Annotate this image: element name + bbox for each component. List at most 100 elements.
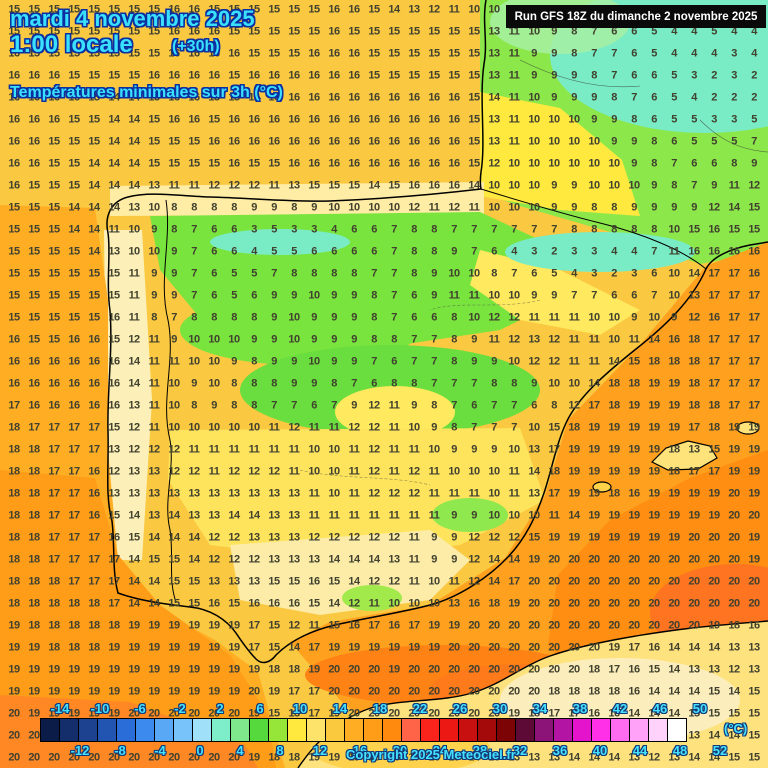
temp-value: 20 <box>28 730 40 742</box>
temp-value: 9 <box>171 290 177 302</box>
temp-value: 10 <box>288 312 300 324</box>
temp-value: 19 <box>668 400 680 412</box>
temp-value: 12 <box>568 400 580 412</box>
temp-value: 20 <box>488 664 500 676</box>
temp-value: 19 <box>148 620 160 632</box>
temp-value: 13 <box>148 510 160 522</box>
temp-value: 11 <box>169 356 180 368</box>
temp-value: 15 <box>128 4 140 16</box>
temp-value: 12 <box>508 334 520 346</box>
temp-value: 9 <box>271 334 277 346</box>
temp-value: 17 <box>748 290 760 302</box>
temp-value: 15 <box>88 114 100 126</box>
temp-value: 8 <box>651 224 657 236</box>
temp-value: 19 <box>408 642 420 654</box>
temp-value: 18 <box>48 576 60 588</box>
temp-value: 11 <box>149 400 160 412</box>
temp-value: 15 <box>468 114 480 126</box>
temp-value: 16 <box>308 158 320 170</box>
temp-value: 7 <box>191 246 197 258</box>
temp-value: 9 <box>571 70 577 82</box>
temp-value: 16 <box>288 92 300 104</box>
temp-value: 14 <box>188 532 200 544</box>
temp-value: 16 <box>348 70 360 82</box>
temp-value: 18 <box>28 466 40 478</box>
temp-value: 12 <box>448 202 460 214</box>
temp-value: 12 <box>488 158 500 170</box>
legend-tick-label: 16 <box>353 744 367 757</box>
temp-value: 17 <box>708 268 720 280</box>
temp-value: 14 <box>128 136 140 148</box>
temp-value: 15 <box>108 48 120 60</box>
temp-value: 19 <box>388 664 400 676</box>
temp-value: 16 <box>8 378 20 390</box>
temp-value: 16 <box>8 158 20 170</box>
legend-color-box <box>496 718 516 742</box>
temp-value: 15 <box>448 70 460 82</box>
temp-value: 17 <box>48 488 60 500</box>
temp-value: 4 <box>691 92 697 104</box>
temp-value: 16 <box>448 180 460 192</box>
legend-color-box <box>382 718 402 742</box>
temp-value: 5 <box>231 290 237 302</box>
temp-value: 14 <box>128 598 140 610</box>
temp-value: 4 <box>751 48 757 60</box>
temp-value: 10 <box>428 444 440 456</box>
temp-value: 7 <box>371 268 377 280</box>
temp-value: 11 <box>509 70 520 82</box>
temp-value: 13 <box>228 488 240 500</box>
temp-value: 11 <box>309 620 320 632</box>
temp-value: 19 <box>628 466 640 478</box>
temp-value: 9 <box>631 136 637 148</box>
temp-value: 7 <box>191 268 197 280</box>
temp-value: 16 <box>428 158 440 170</box>
temp-value: 8 <box>311 268 317 280</box>
temp-value: 13 <box>108 444 120 456</box>
temp-value: 16 <box>88 356 100 368</box>
temp-value: 17 <box>288 686 300 698</box>
temp-value: 14 <box>68 202 80 214</box>
temp-value: 13 <box>488 48 500 60</box>
temp-value: 20 <box>528 576 540 588</box>
temp-value: 9 <box>431 532 437 544</box>
temp-value: 10 <box>668 268 680 280</box>
temp-value: 8 <box>451 334 457 346</box>
temp-value: 16 <box>368 92 380 104</box>
temp-value: 10 <box>208 334 220 346</box>
temp-value: 14 <box>588 378 600 390</box>
temp-value: 11 <box>509 26 520 38</box>
temp-value: 10 <box>608 158 620 170</box>
temp-value: 13 <box>488 114 500 126</box>
temp-value: 15 <box>428 26 440 38</box>
temp-value: 15 <box>68 290 80 302</box>
temp-value: 13 <box>128 400 140 412</box>
temp-value: 15 <box>268 158 280 170</box>
temp-value: 16 <box>188 48 200 60</box>
temp-value: 13 <box>248 576 260 588</box>
temp-value: 20 <box>608 554 620 566</box>
temp-value: 16 <box>8 356 20 368</box>
temp-value: 17 <box>748 312 760 324</box>
temp-value: 16 <box>348 48 360 60</box>
temp-value: 17 <box>588 400 600 412</box>
temp-value: 15 <box>88 70 100 82</box>
temp-value: 10 <box>568 378 580 390</box>
temp-value: 20 <box>728 576 740 588</box>
temp-value: 16 <box>708 224 720 236</box>
temp-value: 4 <box>631 246 637 258</box>
temp-value: 19 <box>688 510 700 522</box>
temp-value: 16 <box>188 26 200 38</box>
temp-value: 20 <box>688 620 700 632</box>
temp-value: 12 <box>368 532 380 544</box>
temp-value: 20 <box>188 752 200 764</box>
temp-value: 15 <box>288 26 300 38</box>
temp-value: 8 <box>431 224 437 236</box>
temp-value: 7 <box>511 224 517 236</box>
temp-value: 9 <box>551 70 557 82</box>
temp-value: 10 <box>528 510 540 522</box>
temp-value: 10 <box>188 422 200 434</box>
temp-value: 20 <box>368 708 380 720</box>
temp-value: 11 <box>569 356 580 368</box>
temp-value: 8 <box>411 224 417 236</box>
